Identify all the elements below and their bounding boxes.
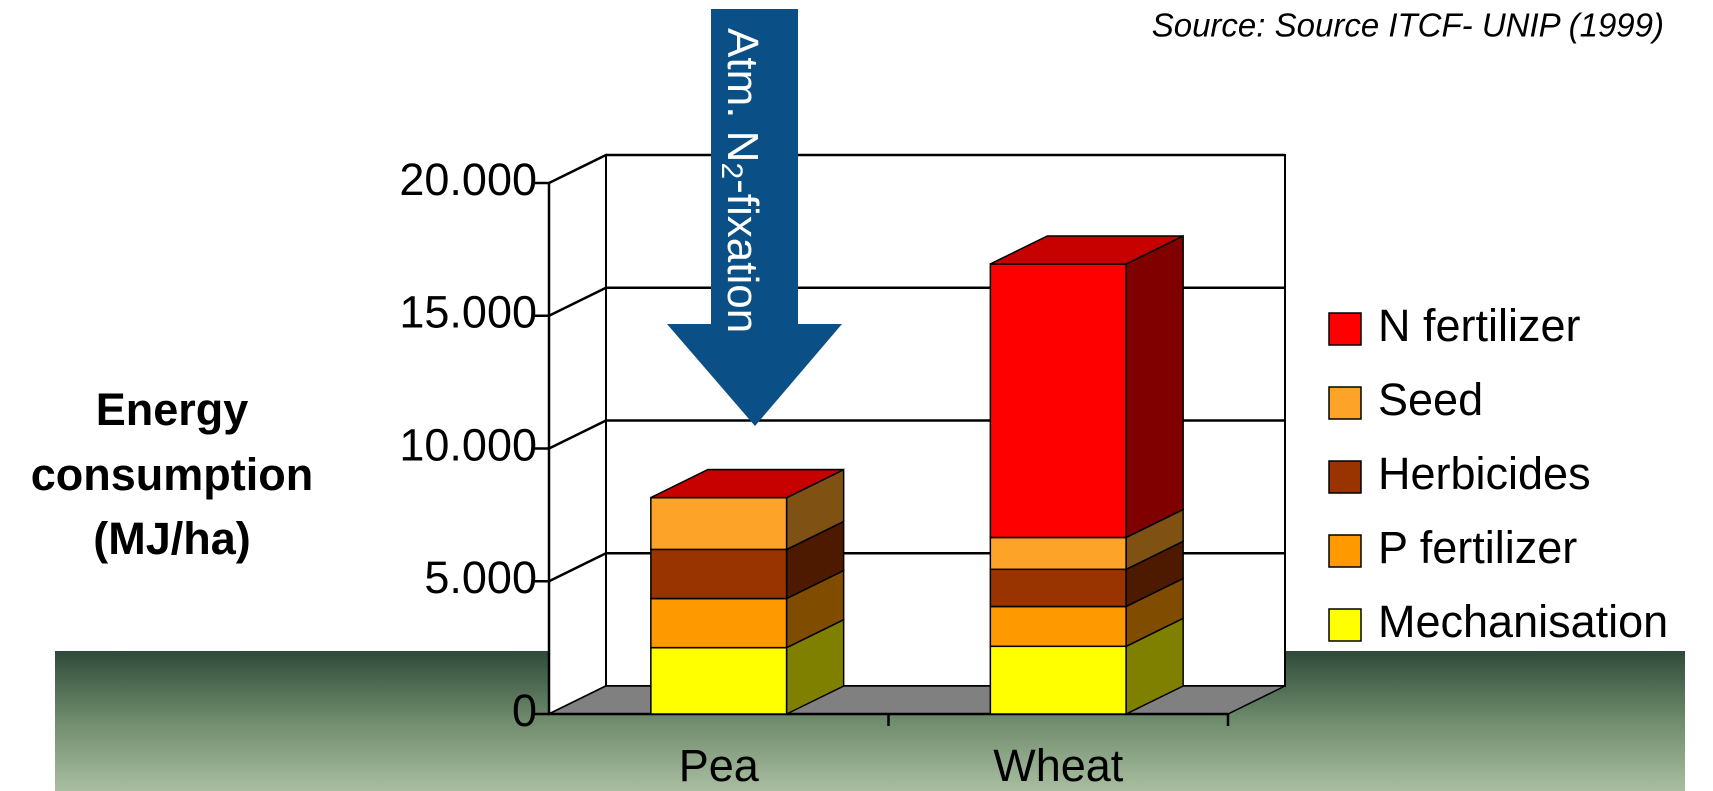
arrow-shape (667, 9, 842, 426)
bar-segment (989, 234, 1184, 539)
bar-side (1125, 234, 1184, 539)
y-label: consumption (31, 449, 313, 500)
bar-top (990, 235, 1184, 265)
legend-label: Seed (1378, 374, 1483, 425)
grid-line (548, 153, 1285, 185)
arrow-label-sub: 2 (715, 162, 748, 179)
legend-swatch (1328, 534, 1362, 568)
source: Source: Source ITCF- UNIP (1999) (1152, 7, 1664, 44)
y-label: (MJ/ha) (93, 513, 251, 564)
y-tick-label: 0 (512, 685, 537, 736)
bar-top (650, 468, 844, 499)
legend-swatch (1328, 608, 1362, 642)
y-tick-label: 5.000 (424, 552, 537, 603)
bar-front (989, 645, 1127, 715)
x-tick-label: Pea (679, 740, 760, 791)
legend-label: N fertilizer (1378, 300, 1581, 351)
legend-swatch (1328, 460, 1362, 494)
x-tick-label: Wheat (993, 740, 1124, 791)
arrow-label: Atm. N2-fixation (715, 28, 767, 333)
bar-front (650, 496, 788, 551)
bar-front (650, 548, 788, 600)
bar-front (989, 605, 1127, 648)
arrow-label-part: Atm. N (718, 28, 767, 162)
y-label: Energy (96, 384, 249, 435)
legend-label: Herbicides (1378, 448, 1591, 499)
y-tick-label: 20.000 (399, 154, 537, 205)
arrow: Atm. N2-fixation (667, 9, 842, 426)
legend-swatch (1328, 386, 1362, 420)
bar-front (989, 263, 1127, 539)
bar-front (989, 568, 1127, 608)
legend-swatch (1328, 312, 1362, 346)
legend-label: Mechanisation (1378, 596, 1668, 647)
y-tick-label: 10.000 (399, 419, 537, 470)
bar-front (989, 536, 1127, 571)
legend-label: P fertilizer (1378, 522, 1577, 573)
bar-front (650, 646, 788, 715)
arrow-label-part: -fixation (718, 179, 767, 333)
bar-front (650, 597, 788, 649)
bar-segment (650, 468, 844, 499)
y-tick-label: 15.000 (399, 287, 537, 338)
